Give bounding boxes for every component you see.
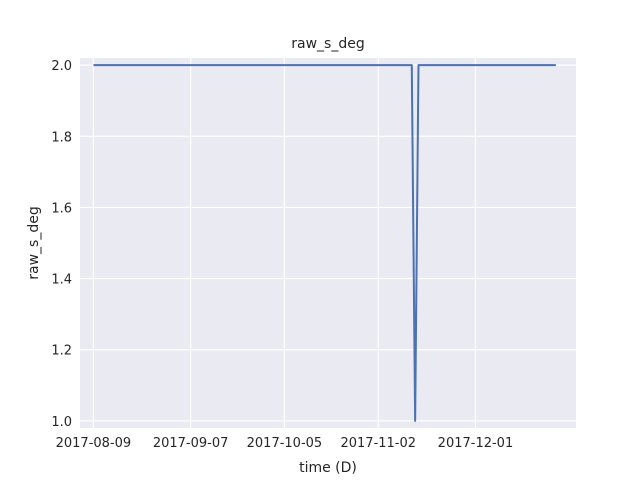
tick-labels: 1.0 1.2 1.4 1.6 1.8 2.0 2017-08-09 2017-09-07 20… bbox=[51, 59, 513, 451]
x-tick-label: 2017-09-07 bbox=[153, 436, 229, 451]
y-tick-label: 1.0 bbox=[51, 415, 72, 430]
y-tick-label: 1.4 bbox=[51, 273, 72, 288]
x-tick-label: 2017-12-01 bbox=[438, 436, 514, 451]
x-tick-label: 2017-10-05 bbox=[247, 436, 323, 451]
y-axis-title: raw_s_deg bbox=[26, 206, 42, 279]
y-tick-label: 2.0 bbox=[51, 59, 72, 74]
series-line bbox=[93, 64, 556, 422]
x-tick-label: 2017-08-09 bbox=[56, 436, 132, 451]
series-layer bbox=[93, 64, 556, 422]
y-tick-label: 1.2 bbox=[51, 344, 72, 359]
x-axis-title: time (D) bbox=[299, 460, 357, 476]
y-tick-label: 1.6 bbox=[51, 201, 72, 216]
x-tick-label: 2017-11-02 bbox=[340, 436, 416, 451]
y-tick-label: 1.8 bbox=[51, 130, 72, 145]
chart-title: raw_s_deg bbox=[291, 36, 364, 52]
plot-area bbox=[80, 58, 576, 428]
